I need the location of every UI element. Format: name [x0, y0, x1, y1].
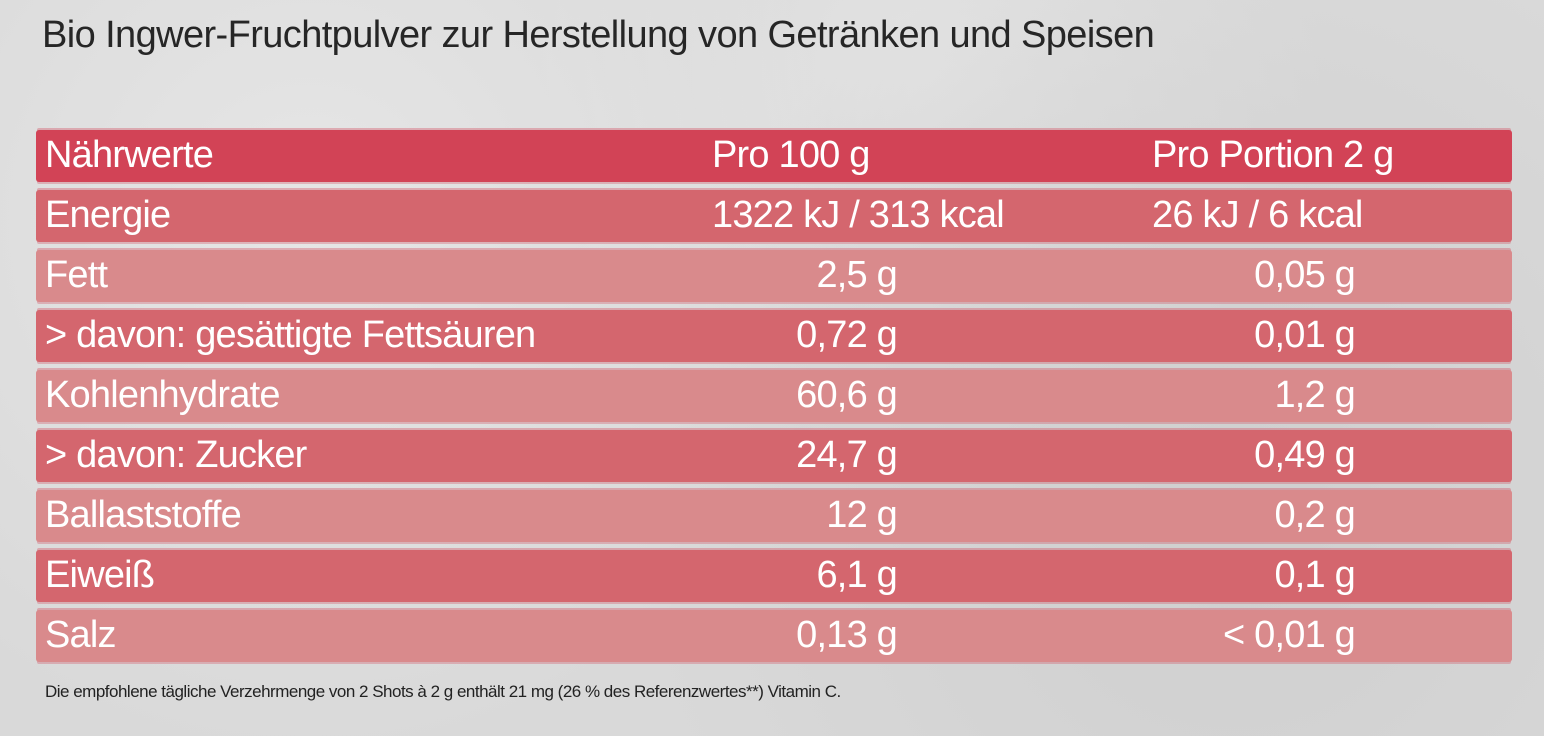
- nutrient-label: Fett: [45, 254, 108, 296]
- value-per-portion: 0,1 g: [1274, 554, 1355, 596]
- value-per-100g: 1322 kJ / 313 kcal: [712, 194, 1005, 236]
- header-cell: Nährwerte: [45, 134, 214, 176]
- table-row: Kohlenhydrate 60,6 g 1,2 g: [36, 370, 1512, 422]
- value-per-portion: 0,05 g: [1254, 254, 1356, 296]
- table-row: > davon: gesättigte Fettsäuren 0,72 g 0,…: [36, 310, 1512, 362]
- nutrient-label: Kohlenhydrate: [45, 374, 280, 416]
- table-row: Eiweiß 6,1 g 0,1 g: [36, 550, 1512, 602]
- value-per-portion: 26 kJ / 6 kcal: [1152, 194, 1363, 236]
- value-per-100g: 2,5 g: [816, 254, 897, 296]
- value-per-100g: 0,72 g: [796, 314, 898, 356]
- value-per-100g: 6,1 g: [816, 554, 897, 596]
- table-header: Nährwerte Pro 100 g Pro Portion 2 g: [36, 130, 1512, 182]
- nutrient-label: Ballaststoffe: [45, 494, 242, 536]
- table-row: > davon: Zucker 24,7 g 0,49 g: [36, 430, 1512, 482]
- page-title: Bio Ingwer-Fruchtpulver zur Herstellung …: [42, 14, 1155, 56]
- header-cell: Pro 100 g: [712, 134, 870, 176]
- value-per-100g: 0,13 g: [796, 614, 898, 656]
- nutrient-label: Salz: [45, 614, 117, 656]
- table-row: Fett 2,5 g 0,05 g: [36, 250, 1512, 302]
- value-per-portion: 0,49 g: [1254, 434, 1356, 476]
- table-row: Energie 1322 kJ / 313 kcal 26 kJ / 6 kca…: [36, 190, 1512, 242]
- value-per-portion: < 0,01 g: [1223, 614, 1356, 656]
- value-per-100g: 24,7 g: [796, 434, 898, 476]
- value-per-100g: 60,6 g: [796, 374, 898, 416]
- table-row: Ballaststoffe 12 g 0,2 g: [36, 490, 1512, 542]
- nutrient-label: > davon: gesättigte Fettsäuren: [45, 314, 536, 356]
- value-per-portion: 0,01 g: [1254, 314, 1356, 356]
- value-per-100g: 12 g: [826, 494, 898, 536]
- header-cell: Pro Portion 2 g: [1152, 134, 1394, 176]
- value-per-portion: 0,2 g: [1274, 494, 1355, 536]
- nutrient-label: > davon: Zucker: [45, 434, 307, 476]
- nutrient-label: Eiweiß: [45, 554, 155, 596]
- footnote: Die empfohlene tägliche Verzehrmenge von…: [45, 682, 841, 701]
- nutrient-label: Energie: [45, 194, 171, 236]
- value-per-portion: 1,2 g: [1274, 374, 1355, 416]
- table-row: Salz 0,13 g < 0,01 g: [36, 610, 1512, 662]
